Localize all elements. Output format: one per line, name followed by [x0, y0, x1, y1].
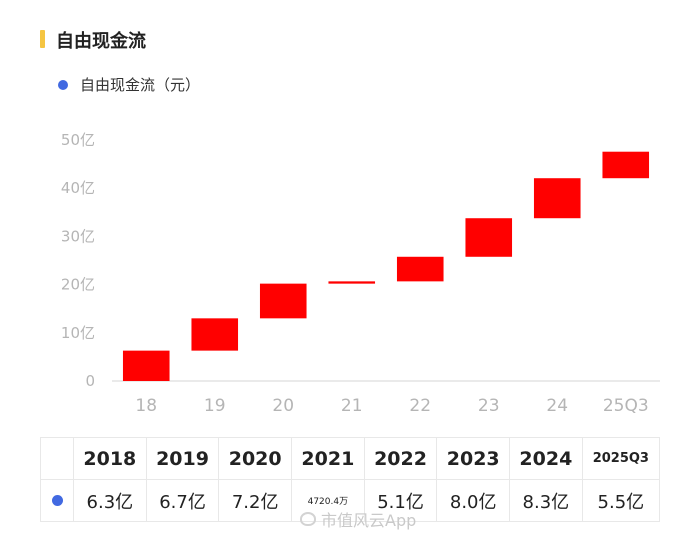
table-corner	[40, 437, 74, 480]
waterfall-bar	[191, 318, 239, 351]
series-dot-icon	[51, 495, 63, 506]
x-tick-label: 25Q3	[603, 396, 649, 416]
table-value-row: 6.3亿 6.7亿 7.2亿 4720.4万 5.1亿 8.0亿 8.3亿 5.5亿	[40, 479, 661, 522]
chart-title: 自由现金流	[56, 31, 146, 52]
waterfall-bar	[259, 283, 307, 319]
legend[interactable]: 自由现金流（元）	[58, 74, 200, 95]
x-tick-label: 20	[272, 396, 294, 416]
x-tick-label: 18	[135, 396, 157, 416]
table-year-header: 2019	[145, 437, 220, 480]
table-value-cell: 8.3亿	[509, 479, 583, 522]
x-tick-label: 23	[478, 396, 500, 416]
y-tick-label: 40亿	[61, 179, 95, 197]
table-row-marker	[40, 479, 74, 522]
table-value-cell: 5.5亿	[581, 479, 661, 522]
table-value-cell: 5.1亿	[363, 479, 438, 522]
legend-dot-icon	[58, 79, 68, 90]
table-year-header: 2021	[291, 437, 365, 480]
waterfall-bar	[328, 281, 376, 284]
y-tick-label: 50亿	[61, 131, 95, 149]
table-value-cell: 6.7亿	[145, 479, 220, 522]
waterfall-bar	[396, 256, 444, 282]
table-value-cell: 7.2亿	[218, 479, 293, 522]
legend-label: 自由现金流（元）	[80, 76, 201, 94]
weibo-icon	[300, 512, 316, 526]
title-accent-bar	[40, 30, 45, 48]
table-value-cell: 8.0亿	[436, 479, 511, 522]
watermark: 市值风云App	[300, 507, 416, 531]
waterfall-bar	[602, 151, 650, 179]
x-tick-label: 22	[409, 396, 431, 416]
table-year-header: 2024	[509, 437, 583, 480]
watermark-text: 市值风云App	[321, 511, 417, 530]
table-year-header: 2025Q3	[581, 437, 661, 480]
x-tick-label: 21	[341, 396, 363, 416]
x-tick-label: 24	[546, 396, 568, 416]
waterfall-bar	[533, 178, 581, 219]
y-tick-label: 0	[85, 372, 95, 390]
table-year-header: 2023	[436, 437, 511, 480]
data-table: 2018 2019 2020 2021 2022 2023 2024 2025Q3 6.3亿 6…	[40, 437, 661, 522]
table-year-header: 2020	[218, 437, 293, 480]
y-tick-label: 20亿	[61, 276, 95, 294]
table-header-row: 2018 2019 2020 2021 2022 2023 2024 2025Q3	[40, 437, 661, 480]
table-value-cell: 6.3亿	[73, 479, 147, 522]
table-year-header: 2018	[73, 437, 147, 480]
waterfall-bar	[465, 218, 513, 257]
waterfall-bar	[122, 350, 170, 381]
table-year-header: 2022	[363, 437, 438, 480]
y-tick-label: 30亿	[61, 227, 95, 245]
x-tick-label: 19	[204, 396, 226, 416]
waterfall-chart: 0 10亿 20亿 30亿 40亿 50亿 18 19 20 21 22 23 24 25Q3	[61, 131, 660, 416]
y-tick-label: 10亿	[61, 324, 95, 342]
